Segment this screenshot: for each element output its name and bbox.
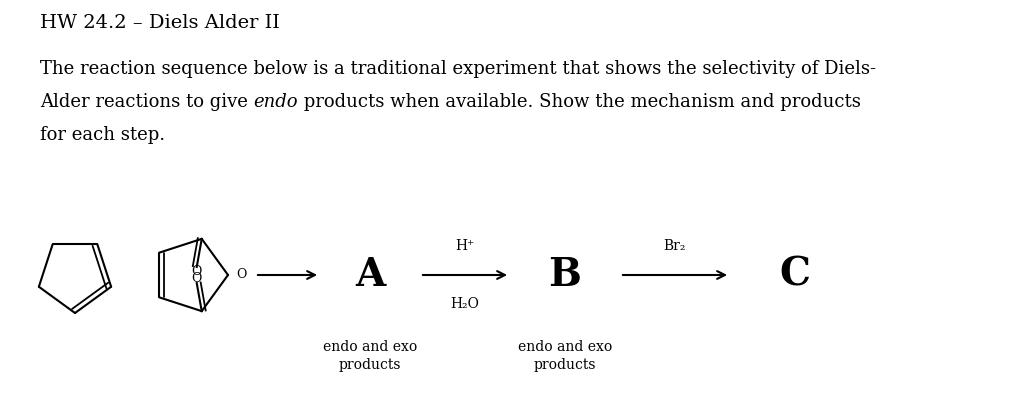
Text: endo: endo	[254, 93, 298, 111]
Text: HW 24.2 – Diels Alder II: HW 24.2 – Diels Alder II	[40, 14, 280, 32]
Text: The reaction sequence below is a traditional experiment that shows the selectivi: The reaction sequence below is a traditi…	[40, 60, 876, 78]
Text: O: O	[192, 272, 202, 285]
Text: C: C	[779, 256, 810, 294]
Text: Alder reactions to give: Alder reactions to give	[40, 93, 254, 111]
Text: endo and exo
products: endo and exo products	[518, 340, 612, 372]
Text: A: A	[355, 256, 385, 294]
Text: H⁺: H⁺	[455, 239, 475, 253]
Text: O: O	[236, 268, 247, 281]
Text: products when available. Show the mechanism and products: products when available. Show the mechan…	[298, 93, 861, 111]
Text: B: B	[549, 256, 581, 294]
Text: O: O	[192, 265, 202, 278]
Text: endo and exo
products: endo and exo products	[323, 340, 417, 372]
Text: H₂O: H₂O	[451, 297, 480, 311]
Text: for each step.: for each step.	[40, 126, 165, 144]
Text: Br₂: Br₂	[664, 239, 686, 253]
